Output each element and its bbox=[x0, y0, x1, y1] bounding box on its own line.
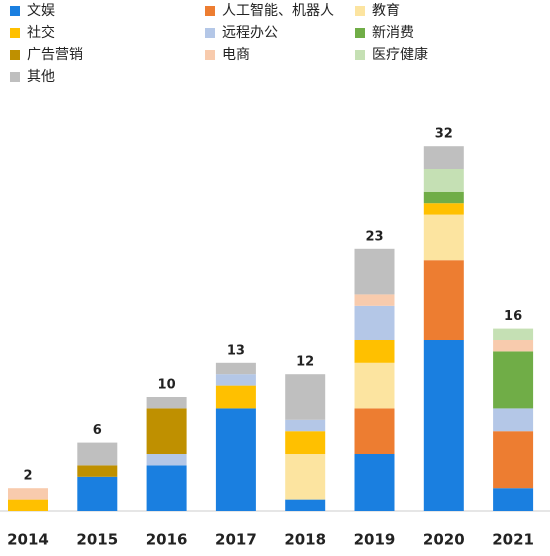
bar-segment bbox=[8, 499, 48, 511]
total-label: 10 bbox=[158, 378, 176, 393]
x-tick-label: 2017 bbox=[215, 531, 257, 549]
bar-segment bbox=[493, 431, 534, 489]
bar-segment bbox=[77, 442, 118, 466]
legend-label: 人工智能、机器人 bbox=[222, 3, 334, 19]
bar-segment bbox=[423, 191, 464, 204]
legend-swatch bbox=[10, 50, 20, 60]
bar-segment bbox=[493, 408, 534, 432]
legend-swatch bbox=[355, 6, 365, 16]
bar-segment bbox=[493, 340, 534, 352]
bar-segment bbox=[423, 214, 464, 261]
bar-segment bbox=[354, 305, 395, 340]
legend-label: 社交 bbox=[27, 24, 55, 41]
legend-label: 其他 bbox=[27, 69, 55, 85]
legend-label: 广告营销 bbox=[27, 47, 83, 63]
bar-segment bbox=[354, 340, 395, 363]
bar-segment bbox=[285, 454, 326, 500]
legend-label: 教育 bbox=[372, 3, 400, 19]
legend-label: 远程办公 bbox=[222, 25, 278, 41]
bar-segment bbox=[146, 397, 187, 409]
bar-segment bbox=[423, 340, 464, 511]
bar-segment bbox=[215, 385, 256, 409]
bar-segment bbox=[8, 488, 48, 500]
bar-segment bbox=[215, 362, 256, 375]
bar-segment bbox=[354, 408, 395, 454]
bar-segment bbox=[423, 203, 464, 215]
x-tick-label: 2015 bbox=[76, 531, 118, 549]
total-label: 12 bbox=[296, 355, 314, 370]
x-tick-label: 2014 bbox=[7, 531, 49, 549]
legend-swatch bbox=[205, 50, 215, 60]
bar-segment bbox=[354, 362, 395, 409]
bar-segment bbox=[493, 328, 534, 340]
legend-swatch bbox=[205, 28, 215, 38]
bar-segment bbox=[285, 374, 326, 420]
bar-segment bbox=[146, 408, 187, 454]
total-label: 32 bbox=[435, 127, 453, 142]
legend-swatch bbox=[10, 28, 20, 38]
bar-segment bbox=[285, 499, 326, 511]
legend-swatch bbox=[355, 28, 365, 38]
bar-segment bbox=[215, 374, 256, 386]
bar-segment bbox=[285, 419, 326, 432]
legend-label: 电商 bbox=[222, 47, 250, 63]
bar-segment bbox=[77, 476, 118, 511]
total-label: 23 bbox=[365, 229, 383, 244]
legend-swatch bbox=[10, 6, 20, 16]
bar-segment bbox=[423, 169, 464, 192]
legend-swatch bbox=[205, 6, 215, 16]
total-label: 13 bbox=[227, 343, 245, 358]
bar-segment bbox=[423, 260, 464, 340]
x-tick-label: 2020 bbox=[423, 531, 465, 549]
bar-segment bbox=[285, 431, 326, 454]
x-tick-label: 2018 bbox=[284, 531, 326, 549]
total-label: 16 bbox=[504, 309, 522, 324]
bar-segment bbox=[354, 248, 395, 295]
legend-label: 文娱 bbox=[27, 3, 55, 19]
legend-swatch bbox=[10, 72, 20, 82]
bar-segment bbox=[146, 465, 187, 511]
bar-segment bbox=[146, 454, 187, 466]
bar-segment bbox=[493, 351, 534, 409]
bar-segment bbox=[493, 488, 534, 511]
bar-segment bbox=[77, 465, 118, 477]
bar-segment bbox=[423, 146, 464, 169]
total-label: 6 bbox=[93, 423, 102, 438]
legend-label: 医疗健康 bbox=[372, 46, 428, 63]
legend-swatch bbox=[355, 50, 365, 60]
bar-segment bbox=[354, 454, 395, 511]
x-tick-label: 2021 bbox=[492, 531, 534, 549]
bar-segment bbox=[215, 408, 256, 511]
total-label: 2 bbox=[23, 469, 32, 484]
legend-label: 新消费 bbox=[372, 25, 414, 41]
bar-segment bbox=[354, 294, 395, 306]
x-tick-label: 2019 bbox=[354, 531, 396, 549]
x-tick-label: 2016 bbox=[146, 531, 188, 549]
